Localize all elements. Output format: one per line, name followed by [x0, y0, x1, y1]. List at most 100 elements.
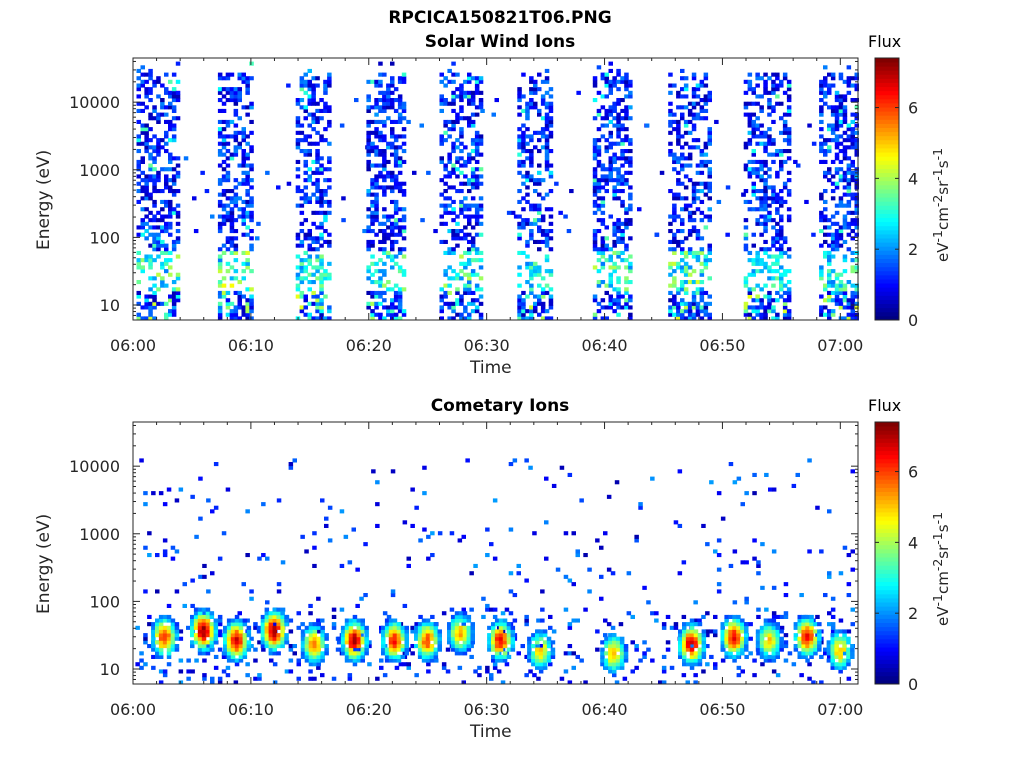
flux-cell — [378, 108, 383, 113]
flux-cell — [612, 640, 617, 645]
flux-cell — [463, 159, 468, 164]
flux-cell — [344, 640, 350, 645]
flux-cell — [767, 174, 772, 179]
flux-cell — [242, 644, 248, 649]
colorbar-swatch — [875, 115, 899, 120]
flux-cell — [393, 290, 399, 295]
flux-cell — [451, 145, 456, 150]
flux-cell — [595, 538, 600, 543]
flux-cell — [612, 633, 617, 638]
flux-cell — [417, 647, 423, 652]
flux-cell — [616, 170, 621, 175]
flux-cell — [682, 640, 687, 645]
flux-cell — [144, 258, 149, 263]
flux-cell — [390, 247, 395, 252]
flux-cell — [393, 232, 399, 237]
flux-cell — [672, 83, 677, 88]
flux-cell — [596, 229, 602, 234]
flux-cell — [683, 236, 689, 241]
flux-cell — [592, 178, 598, 183]
flux-cell — [676, 192, 681, 197]
y-tick-label: 10000 — [69, 93, 120, 112]
flux-cell — [676, 105, 681, 110]
flux-cell — [485, 665, 490, 670]
flux-cell — [716, 553, 722, 558]
flux-cell — [168, 258, 173, 263]
flux-cell — [469, 571, 474, 576]
flux-cell — [217, 269, 223, 274]
flux-cell — [401, 105, 407, 110]
flux-cell — [614, 680, 620, 685]
flux-cell — [478, 221, 484, 226]
flux-cell — [533, 145, 538, 150]
flux-cell — [682, 633, 687, 638]
flux-cell — [620, 79, 625, 84]
flux-cell — [136, 167, 141, 172]
flux-cell — [144, 90, 149, 95]
flux-cell — [144, 79, 149, 84]
flux-cell — [751, 305, 756, 310]
flux-cell — [771, 79, 776, 84]
flux-cell — [768, 487, 773, 492]
flux-cell — [697, 662, 703, 667]
flux-cell — [676, 290, 681, 295]
flux-cell — [494, 618, 500, 623]
colorbar-swatch — [875, 234, 899, 239]
flux-cell — [382, 174, 387, 179]
flux-cell — [164, 247, 169, 252]
flux-cell — [304, 549, 309, 554]
flux-cell — [544, 149, 550, 154]
colorbar-swatch — [875, 315, 899, 321]
flux-cell — [458, 614, 464, 619]
flux-cell — [786, 170, 792, 175]
flux-cell — [455, 298, 460, 303]
flux-cell — [139, 458, 144, 463]
flux-cell — [245, 316, 250, 321]
flux-cell — [257, 556, 262, 561]
flux-cell — [378, 185, 383, 190]
flux-cell — [783, 658, 789, 663]
flux-cell — [524, 654, 529, 659]
flux-cell — [386, 280, 391, 285]
flux-cell — [529, 156, 534, 161]
flux-cell — [807, 458, 812, 463]
flux-cell — [517, 127, 522, 132]
flux-cell — [661, 669, 667, 674]
flux-cell — [531, 658, 536, 663]
flux-cell — [264, 629, 270, 634]
flux-cell — [705, 542, 710, 547]
flux-cell — [764, 607, 769, 612]
flux-cell — [846, 280, 852, 285]
flux-cell — [170, 625, 176, 630]
flux-cell — [540, 79, 546, 84]
flux-cell — [544, 119, 550, 124]
flux-cell — [615, 636, 621, 641]
flux-cell — [307, 247, 312, 252]
flux-cell — [724, 622, 729, 627]
flux-cell — [340, 651, 346, 656]
flux-cell — [744, 654, 749, 659]
flux-cell — [217, 316, 223, 321]
flux-cell — [226, 636, 232, 641]
flux-cell — [352, 658, 358, 663]
flux-cell — [202, 574, 207, 579]
flux-cell — [587, 567, 592, 572]
flux-cell — [299, 290, 305, 295]
flux-cell — [680, 112, 685, 117]
flux-cell — [230, 622, 236, 627]
flux-cell — [197, 622, 203, 627]
flux-cell — [316, 629, 321, 634]
flux-cell — [229, 156, 235, 161]
flux-cell — [596, 258, 602, 263]
flux-cell — [819, 90, 824, 95]
flux-cell — [437, 629, 442, 634]
flux-cell — [604, 225, 609, 230]
flux-cell — [463, 232, 468, 237]
flux-cell — [791, 483, 797, 488]
flux-cell — [233, 98, 239, 103]
flux-cell — [162, 538, 168, 543]
flux-cell — [356, 640, 362, 645]
flux-cell — [699, 250, 705, 255]
flux-cell — [458, 618, 464, 623]
flux-cell — [529, 174, 534, 179]
